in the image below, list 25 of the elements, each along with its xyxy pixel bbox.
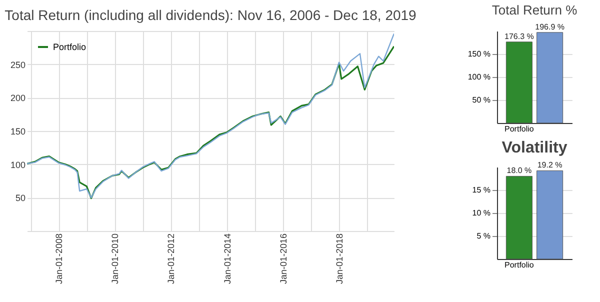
chart-title: Total Return (including all dividends): Nov 16, 2006 - Dec 18, 2019 [4,7,417,23]
data-label: 18.0 % [506,166,532,176]
y-tick-label: 250 [10,60,26,70]
data-label: 176.3 % [504,32,534,41]
y-tick-label: 100 [10,160,26,170]
x-tick-label: Jan-01-2018 [334,234,345,284]
chart-title: Total Return % [492,2,578,18]
y-tick-label: 5 % [476,232,490,240]
y-tick-label: 50 % [472,96,490,104]
y-tick-label: 100 % [468,72,490,82]
x-tick-label: Jan-01-2014 [222,234,232,284]
y-tick-label: 50 [15,193,26,204]
y-tick-label: 150 [10,126,26,136]
x-tick-label: Jan-01-2016 [278,234,288,284]
x-tick-label: Jan-01-2010 [110,234,120,284]
y-tick-label: 150 % [468,50,490,58]
y-tick-label: 10 % [472,208,490,218]
data-label: 19.2 % [537,160,562,170]
legend-label: Portfolio [53,42,86,52]
y-tick-label: 15 % [472,186,490,194]
chart-title: Volatility [502,140,568,157]
y-tick-label: 200 [10,93,26,104]
x-tick-label: Jan-01-2008 [54,234,64,284]
x-tick-label: Jan-01-2012 [166,234,176,284]
data-label: 196.9 % [535,22,564,32]
